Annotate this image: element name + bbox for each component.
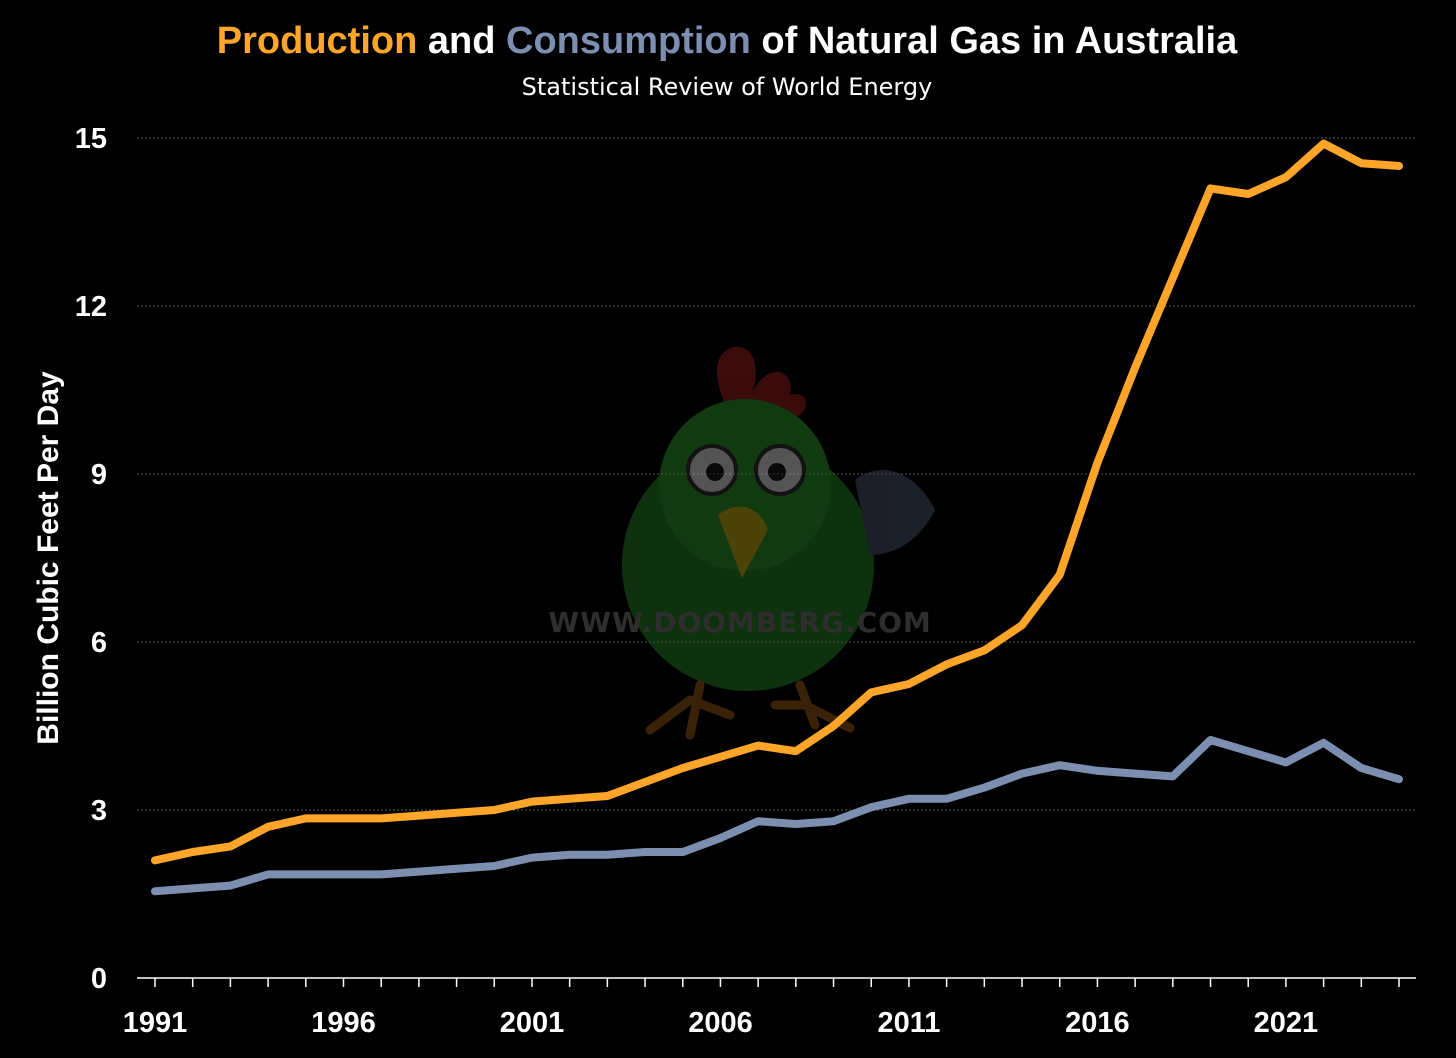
y-tick-label: 9: [91, 459, 107, 491]
chart-subtitle: Statistical Review of World Energy: [522, 73, 933, 101]
x-tick-label: 2006: [688, 1007, 753, 1039]
series: [151, 139, 1403, 896]
x-tick-label: 1991: [123, 1007, 188, 1039]
y-axis-label: Billion Cubic Feet Per Day: [32, 371, 65, 745]
title-consumption-word: Consumption: [506, 20, 751, 62]
grid: [137, 137, 1416, 811]
chart-title: Production and Consumption of Natural Ga…: [217, 20, 1238, 62]
y-tick-label: 3: [91, 795, 107, 827]
title-and-word: and: [417, 20, 506, 62]
chicken-mascot-icon: [622, 346, 935, 740]
y-tick-label: 12: [75, 291, 107, 323]
x-tick-label: 1996: [311, 1007, 376, 1039]
y-tick-label: 15: [75, 123, 107, 155]
title-production-word: Production: [217, 20, 418, 62]
y-tick-label: 6: [91, 627, 107, 659]
x-tick-label: 2011: [877, 1007, 940, 1039]
series-line-production: [151, 139, 1403, 865]
x-ticks: 1991 1996 2001 2006 2011 2016 2021: [123, 977, 1416, 1039]
title-rest: of Natural Gas in Australia: [751, 20, 1238, 62]
y-tick-label: 0: [91, 963, 107, 995]
watermark-text: WWW.DOOMBERG.COM: [548, 606, 932, 639]
x-tick-label: 2001: [500, 1007, 565, 1039]
series-line-consumption: [151, 736, 1403, 896]
x-tick-label: 2016: [1065, 1007, 1130, 1039]
x-tick-label: 2021: [1254, 1007, 1319, 1039]
y-ticks: 0 3 6 9 12 15: [75, 123, 107, 995]
